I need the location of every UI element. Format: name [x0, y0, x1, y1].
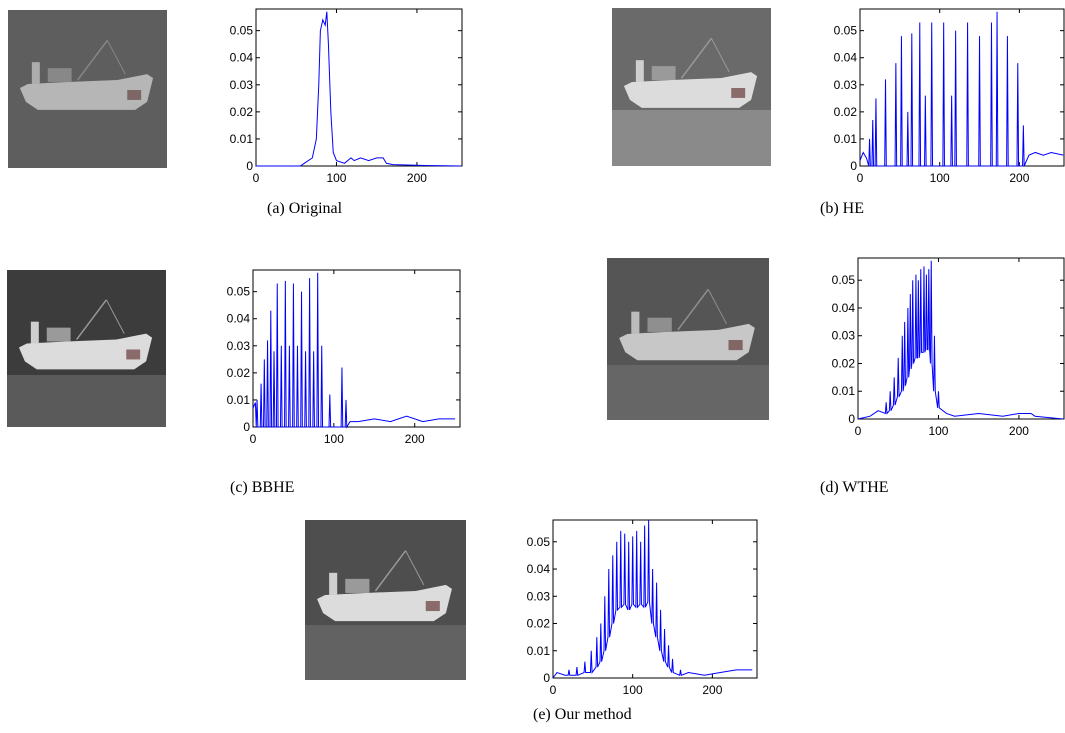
image-bbhe [7, 270, 166, 427]
x-tick-label: 0 [855, 424, 862, 438]
y-tick-label: 0.05 [230, 24, 254, 38]
y-tick-label: 0 [246, 159, 253, 173]
y-tick-label: 0.05 [527, 535, 551, 549]
y-tick-label: 0.02 [832, 356, 856, 370]
histogram-chart: 0 0.01 0.02 0.03 0.04 0.05 0 100 200 (c) BBHE [227, 269, 461, 496]
histogram-line [252, 272, 456, 429]
x-tick-label: 100 [928, 424, 948, 438]
caption: (c) BBHE [230, 479, 294, 496]
x-tick-label: 0 [250, 432, 257, 446]
axes-frame [859, 8, 1065, 167]
image-our-method [305, 520, 466, 680]
y-tick-label: 0.05 [227, 285, 251, 299]
y-tick-label: 0.03 [832, 329, 856, 343]
x-tick-label: 0 [857, 171, 864, 185]
y-tick-label: 0.04 [227, 312, 251, 326]
y-tick-label: 0 [850, 159, 857, 173]
x-tick-label: 100 [326, 171, 346, 185]
caption: (a) Original [267, 200, 343, 217]
y-tick-label: 0.04 [230, 51, 254, 65]
histogram-chart: 0 0.01 0.02 0.03 0.04 0.05 0 100 200 (a) Original [230, 8, 463, 217]
y-tick-label: 0.04 [527, 562, 551, 576]
histogram-line [552, 519, 753, 679]
image-wthe [607, 258, 769, 420]
x-tick-label: 100 [324, 432, 344, 446]
y-tick-label: 0.01 [227, 393, 251, 407]
x-tick-label: 200 [1009, 424, 1029, 438]
x-tick-label: 200 [407, 171, 427, 185]
x-tick-label: 200 [702, 683, 722, 697]
y-tick-label: 0.01 [527, 644, 551, 658]
y-tick-label: 0 [543, 671, 550, 685]
y-tick-label: 0 [243, 420, 250, 434]
axes-frame [857, 257, 1065, 420]
y-tick-label: 0.02 [230, 105, 254, 119]
y-tick-label: 0.02 [834, 105, 858, 119]
histogram-line [857, 260, 1064, 420]
y-tick-label: 0.05 [832, 273, 856, 287]
y-tick-label: 0.05 [834, 24, 858, 38]
y-tick-label: 0 [848, 412, 855, 426]
y-tick-label: 0.01 [834, 132, 858, 146]
x-tick-label: 100 [623, 683, 643, 697]
y-tick-label: 0.02 [527, 617, 551, 631]
caption: (b) HE [820, 200, 864, 217]
image-original [8, 10, 167, 168]
axes-frame [255, 8, 463, 167]
axes-frame [552, 519, 758, 679]
y-tick-label: 0.03 [834, 78, 858, 92]
y-tick-label: 0.04 [834, 51, 858, 65]
histogram-chart: 0 0.01 0.02 0.03 0.04 0.05 0 100 200 (d) WTHE [820, 257, 1065, 496]
y-tick-label: 0.03 [527, 589, 551, 603]
x-tick-label: 200 [405, 432, 425, 446]
x-tick-label: 100 [930, 171, 950, 185]
histogram-line [256, 11, 462, 167]
caption: (d) WTHE [820, 479, 889, 496]
y-tick-label: 0.03 [230, 78, 254, 92]
histogram-chart: 0 0.01 0.02 0.03 0.04 0.05 0 100 200 (e) Our meth… [527, 519, 758, 723]
y-tick-label: 0.03 [227, 339, 251, 353]
y-tick-label: 0.01 [230, 132, 254, 146]
x-tick-label: 0 [253, 171, 260, 185]
histogram-line [859, 11, 1064, 167]
y-tick-label: 0.02 [227, 366, 251, 380]
x-tick-label: 200 [1009, 171, 1029, 185]
histogram-chart: 0 0.01 0.02 0.03 0.04 0.05 0 100 200 (b) HE [820, 8, 1065, 217]
y-tick-label: 0.01 [832, 384, 856, 398]
caption: (e) Our method [533, 706, 632, 723]
y-tick-label: 0.04 [832, 301, 856, 315]
x-tick-label: 0 [550, 683, 557, 697]
image-he [612, 8, 771, 166]
axes-frame [252, 269, 461, 428]
